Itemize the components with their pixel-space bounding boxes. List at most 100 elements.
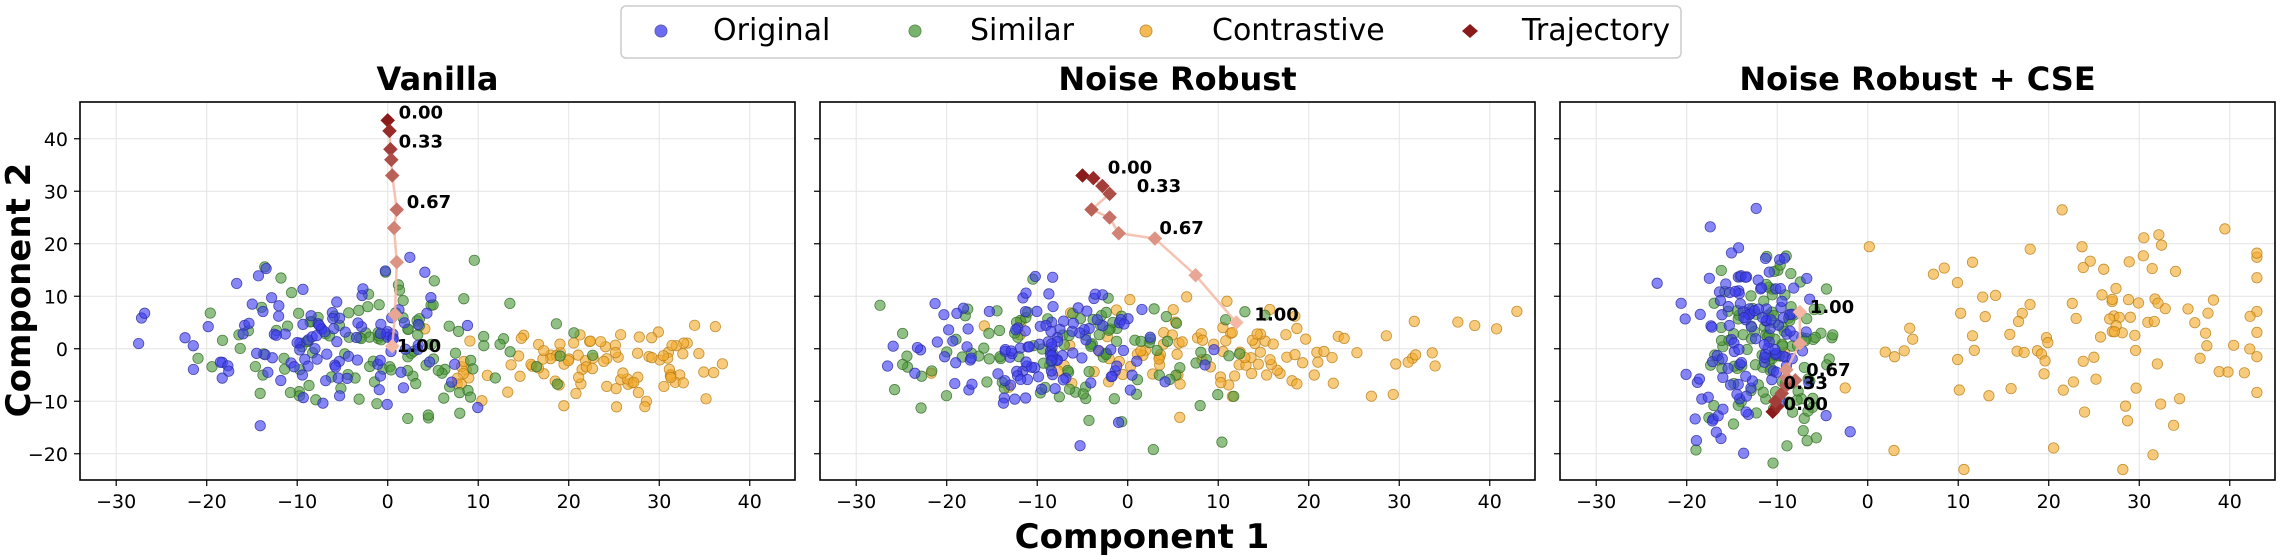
scatter-point-original [352,317,364,329]
scatter-point-contrastive [2012,315,2025,328]
scatter-point-contrastive [1229,370,1241,382]
plot-area [820,102,1535,480]
legend-label-contrastive: Contrastive [1212,13,1385,48]
scatter-point-contrastive [2057,384,2069,396]
scatter-point-contrastive [514,370,526,382]
trajectory-label: 0.67 [407,192,451,213]
scatter-point-contrastive [1326,351,1338,364]
scatter-point-contrastive [570,387,582,400]
x-tick-label: 30 [1387,491,1411,513]
scatter-point-contrastive [689,319,701,331]
scatter-point-contrastive [584,335,597,347]
scatter-point-similar [353,393,365,405]
scatter-point-similar [983,327,995,339]
scatter-point-original [1199,359,1211,371]
scatter-point-similar [1161,335,1174,347]
scatter-point-contrastive [2207,294,2220,306]
x-tick-label: 0 [1862,491,1874,513]
scatter-point-original [1208,344,1220,356]
scatter-point-contrastive [2152,297,2164,309]
scatter-point-contrastive [2024,298,2036,311]
scatter-point-contrastive [1338,332,1350,344]
scatter-point-contrastive [1226,326,1238,339]
scatter-point-original [374,370,387,382]
scatter-point-original [965,352,977,364]
y-tick-label: 20 [44,234,68,256]
scatter-point-original [1047,300,1059,313]
trajectory-label: 0.00 [1108,158,1152,179]
scatter-point-original [297,392,309,404]
scatter-point-similar [432,364,444,377]
scatter-point-original [288,361,300,373]
scatter-point-original [133,337,145,350]
scatter-point-original [950,357,962,369]
scatter-point-similar [554,350,566,362]
scatter-point-original [1731,388,1743,400]
scatter-point-contrastive [1300,333,1312,345]
scatter-point-similar [1151,344,1163,357]
scatter-point-original [309,343,321,355]
scatter-point-original [1033,338,1046,350]
scatter-point-original [399,343,412,355]
trajectory-label: 0.67 [1159,218,1203,239]
scatter-point-original [1769,344,1781,356]
scatter-point-original [1029,270,1041,283]
scatter-point-original [449,358,461,370]
scatter-point-original [1733,343,1745,355]
scatter-point-contrastive [2199,327,2212,339]
scatter-point-contrastive [2024,243,2036,255]
x-tick-label: 10 [1946,491,1970,513]
trajectory-label: 0.00 [399,103,443,124]
scatter-point-contrastive [2228,339,2240,351]
scatter-point-contrastive [2088,351,2100,363]
scatter-point-similar [1785,267,1797,280]
scatter-point-contrastive [2129,329,2141,341]
trajectory-point [1111,225,1127,241]
scatter-point-contrastive [1888,351,1901,363]
scatter-point-contrastive [2137,250,2149,262]
scatter-point-contrastive [2005,382,2017,395]
scatter-point-contrastive [2194,352,2206,364]
scatter-point-original [1717,371,1729,384]
scatter-point-similar [1223,350,1235,362]
scatter-point-original [1651,277,1663,289]
scatter-point-contrastive [573,371,585,383]
scatter-point-original [1045,325,1057,337]
panel-noise-robust: Noise Robust −30 −20 −10 0 10 20 30 40 0.000.33 0.… [814,60,1536,513]
scatter-point-similar [428,275,440,287]
scatter-point-original [425,291,437,304]
scatter-point-contrastive [2201,340,2213,352]
scatter-point-original [949,377,961,390]
scatter-point-original [992,368,1004,380]
scatter-point-similar [373,299,385,311]
scatter-point-original [1105,344,1117,356]
scatter-point-original [1702,391,1714,403]
scatter-point-original [334,390,346,402]
scatter-point-original [1740,370,1752,382]
trajectory-point [384,168,400,183]
scatter-point-contrastive [2108,326,2120,338]
scatter-point-contrastive [1365,390,1377,402]
scatter-point-original [421,307,433,319]
scatter-point-contrastive [2078,406,2091,418]
scatter-point-original [1045,338,1058,350]
scatter-point-similar [897,358,909,371]
scatter-point-contrastive [1171,348,1183,360]
scatter-point-original [1756,312,1769,324]
scatter-point-contrastive [2106,293,2118,305]
y-tick-label: 30 [44,181,68,203]
scatter-point-original [1740,406,1752,418]
scatter-point-contrastive [1968,344,1980,356]
scatter-point-contrastive [2148,315,2160,328]
scatter-point-contrastive [2096,289,2108,301]
scatter-point-original [1159,376,1171,388]
x-tick-label: 20 [557,491,581,513]
scatter-point-original [1778,252,1791,264]
scatter-point-contrastive [2130,382,2142,394]
scatter-point-contrastive [1511,305,1523,317]
scatter-point-original [350,331,363,344]
y-tick-label: −20 [28,444,68,466]
scatter-point-original [1788,282,1800,294]
scatter-point-similar [438,392,450,404]
scatter-point-similar [410,378,422,390]
